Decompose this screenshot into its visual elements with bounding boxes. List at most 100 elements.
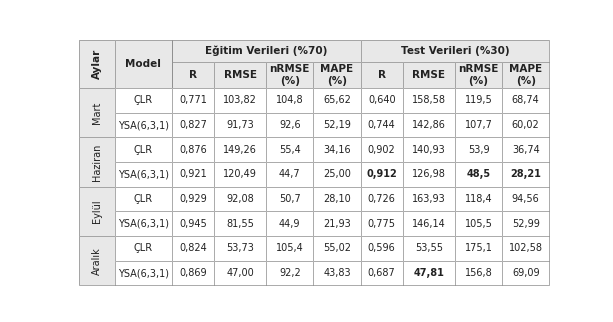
Bar: [214, 236, 266, 261]
Bar: [172, 88, 214, 113]
Bar: [172, 40, 360, 62]
Text: Aylar: Aylar: [92, 49, 102, 79]
Bar: [214, 137, 266, 162]
Bar: [502, 62, 549, 88]
Bar: [313, 187, 360, 211]
Bar: [172, 88, 214, 113]
Bar: [403, 88, 455, 113]
Bar: [115, 162, 172, 187]
Text: R: R: [189, 70, 197, 80]
Bar: [79, 137, 115, 187]
Text: 44,9: 44,9: [279, 219, 300, 229]
Bar: [115, 137, 172, 162]
Text: 68,74: 68,74: [512, 95, 539, 105]
Bar: [214, 113, 266, 137]
Bar: [266, 211, 313, 236]
Text: 120,49: 120,49: [223, 169, 257, 179]
Bar: [115, 236, 172, 261]
Bar: [79, 88, 115, 137]
Bar: [115, 211, 172, 236]
Text: 53,9: 53,9: [468, 145, 489, 155]
Bar: [403, 113, 455, 137]
Bar: [214, 187, 266, 211]
Bar: [115, 113, 172, 137]
Bar: [455, 211, 502, 236]
Bar: [502, 187, 549, 211]
Bar: [172, 261, 214, 285]
Text: YSA(6,3,1): YSA(6,3,1): [118, 169, 169, 179]
Text: 146,14: 146,14: [412, 219, 446, 229]
Text: 0,824: 0,824: [179, 243, 207, 253]
Bar: [214, 187, 266, 211]
Bar: [266, 62, 313, 88]
Text: 48,5: 48,5: [466, 169, 490, 179]
Bar: [502, 62, 549, 88]
Bar: [266, 211, 313, 236]
Text: Eylül: Eylül: [92, 200, 102, 223]
Text: 0,929: 0,929: [179, 194, 207, 204]
Bar: [172, 187, 214, 211]
Bar: [455, 187, 502, 211]
Bar: [266, 236, 313, 261]
Bar: [214, 236, 266, 261]
Bar: [214, 162, 266, 187]
Text: 21,93: 21,93: [323, 219, 351, 229]
Bar: [360, 62, 403, 88]
Text: 158,58: 158,58: [412, 95, 446, 105]
Bar: [403, 162, 455, 187]
Bar: [313, 261, 360, 285]
Text: 0,912: 0,912: [367, 169, 397, 179]
Bar: [214, 137, 266, 162]
Bar: [214, 261, 266, 285]
Bar: [172, 113, 214, 137]
Text: 0,902: 0,902: [368, 145, 395, 155]
Text: 102,58: 102,58: [509, 243, 543, 253]
Bar: [214, 62, 266, 88]
Bar: [313, 162, 360, 187]
Bar: [266, 137, 313, 162]
Text: MAPE
(%): MAPE (%): [509, 64, 543, 86]
Bar: [502, 236, 549, 261]
Text: 55,02: 55,02: [323, 243, 351, 253]
Text: 0,726: 0,726: [368, 194, 395, 204]
Text: nRMSE
(%): nRMSE (%): [270, 64, 310, 86]
Bar: [502, 162, 549, 187]
Bar: [313, 236, 360, 261]
Bar: [360, 62, 403, 88]
Bar: [266, 88, 313, 113]
Bar: [214, 162, 266, 187]
Bar: [360, 162, 403, 187]
Bar: [266, 236, 313, 261]
Bar: [502, 261, 549, 285]
Bar: [502, 137, 549, 162]
Bar: [115, 261, 172, 285]
Bar: [360, 261, 403, 285]
Bar: [313, 62, 360, 88]
Bar: [313, 62, 360, 88]
Text: YSA(6,3,1): YSA(6,3,1): [118, 268, 169, 278]
Bar: [313, 211, 360, 236]
Text: 0,869: 0,869: [179, 268, 207, 278]
Text: 0,640: 0,640: [368, 95, 395, 105]
Bar: [455, 137, 502, 162]
Text: 44,7: 44,7: [279, 169, 300, 179]
Text: 149,26: 149,26: [223, 145, 257, 155]
Bar: [313, 88, 360, 113]
Bar: [214, 113, 266, 137]
Text: 34,16: 34,16: [323, 145, 351, 155]
Text: 0,945: 0,945: [179, 219, 207, 229]
Text: 53,73: 53,73: [226, 243, 254, 253]
Bar: [502, 236, 549, 261]
Bar: [313, 187, 360, 211]
Bar: [313, 113, 360, 137]
Bar: [360, 211, 403, 236]
Bar: [266, 113, 313, 137]
Text: 156,8: 156,8: [465, 268, 492, 278]
Bar: [266, 187, 313, 211]
Text: ÇLR: ÇLR: [134, 194, 153, 204]
Bar: [266, 261, 313, 285]
Bar: [403, 211, 455, 236]
Bar: [313, 137, 360, 162]
Bar: [360, 88, 403, 113]
Bar: [403, 137, 455, 162]
